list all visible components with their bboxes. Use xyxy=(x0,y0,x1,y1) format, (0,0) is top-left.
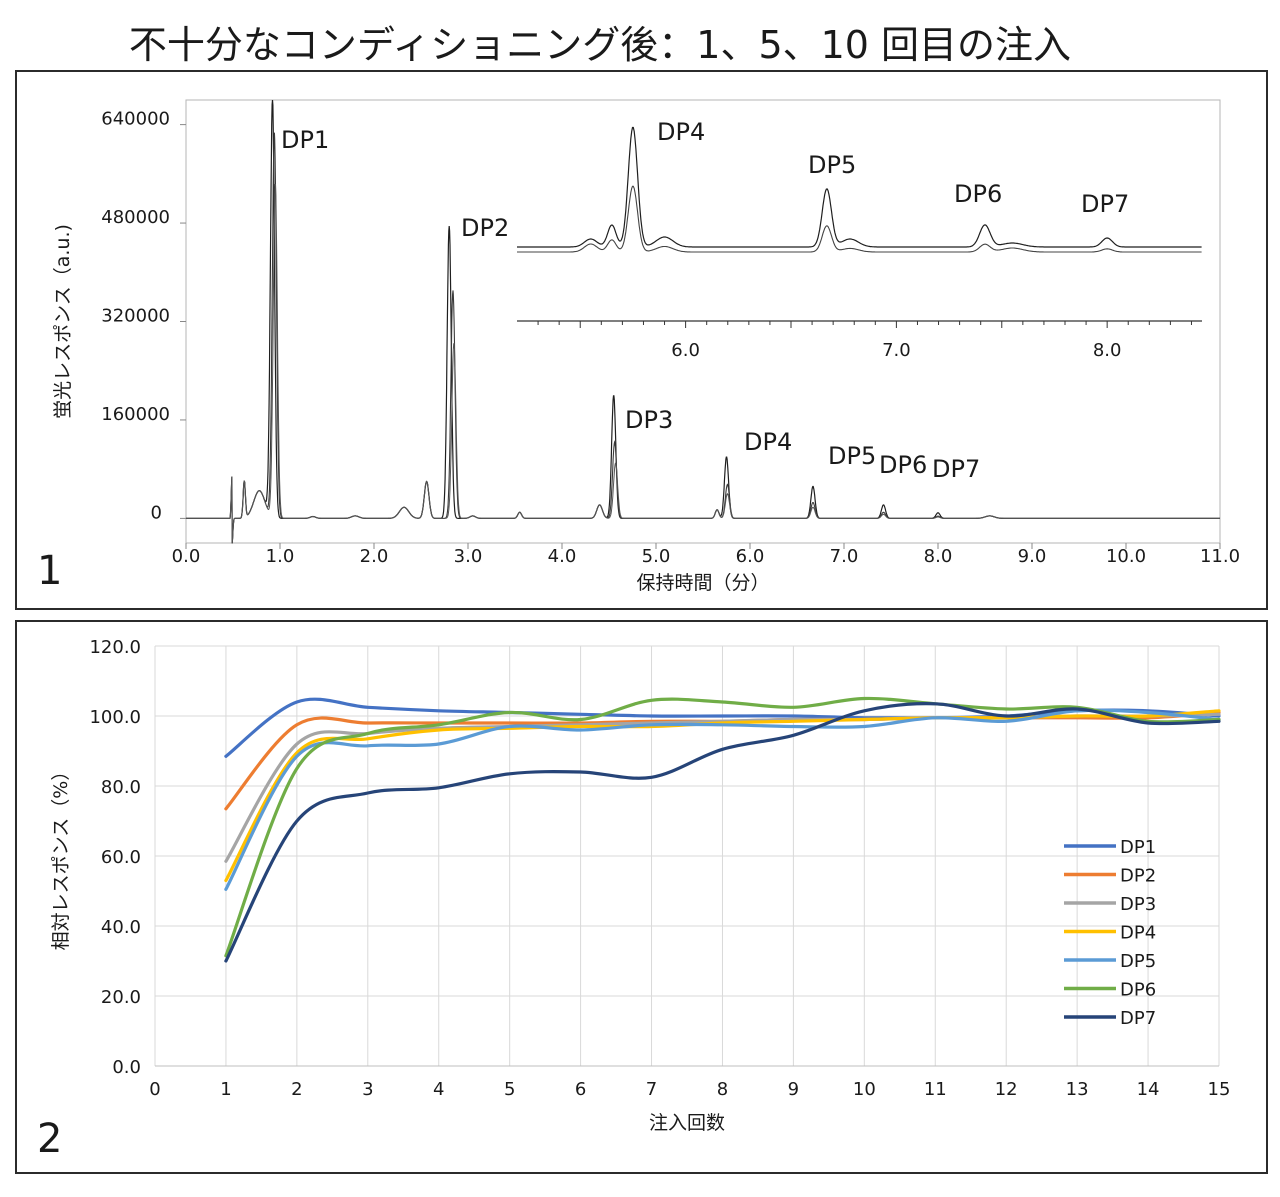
relative-response-chart: 0 1 2 3 4 5 6 7 8 9 10 11 12 13 14 150.020.040.060.080.… xyxy=(37,637,1231,1162)
x-tick-label: 11 xyxy=(924,1079,947,1100)
peak-label-dp1: DP1 xyxy=(281,126,329,154)
inset-x-tick-label: 8.0 xyxy=(1093,340,1122,361)
y-tick-label: 80.0 xyxy=(101,777,141,798)
trace-injection-5 xyxy=(186,132,1220,544)
x-tick-label: 1 xyxy=(220,1079,231,1100)
x-tick-label: 6 xyxy=(575,1079,586,1100)
x-tick-label: 6.0 xyxy=(736,546,765,567)
peak-label-dp7: DP7 xyxy=(932,455,980,483)
x-tick-label: 8.0 xyxy=(924,546,953,567)
x-tick-label: 11.0 xyxy=(1200,546,1240,567)
series-line-dp5 xyxy=(224,708,1221,891)
series-line-dp7 xyxy=(224,702,1221,963)
legend-label-dp4: DP4 xyxy=(1120,923,1156,944)
legend-label-dp1: DP1 xyxy=(1120,837,1156,858)
legend: DP1 DP2 DP3 DP4 DP5 DP6 DP7 xyxy=(1064,837,1156,1029)
inset-x-tick-label: 7.0 xyxy=(882,340,911,361)
x-tick-label: 3.0 xyxy=(454,546,483,567)
inset-peak-label-dp5: DP5 xyxy=(808,151,856,179)
y-tick-label: 120.0 xyxy=(89,637,141,658)
x-tick-label: 1.0 xyxy=(266,546,295,567)
peak-label-dp5: DP5 xyxy=(828,442,876,470)
inset-x-tick-label: 6.0 xyxy=(671,340,700,361)
y-tick-label: 60.0 xyxy=(101,847,141,868)
x-tick-label: 3 xyxy=(362,1079,373,1100)
legend-label-dp2: DP2 xyxy=(1120,866,1156,887)
x-tick-label: 15 xyxy=(1208,1079,1231,1100)
x-tick-label: 7.0 xyxy=(830,546,859,567)
chromatogram-panel: 0.0 1.0 2.0 3.0 4.0 5.0 6.0 7.0 8.0 9.0 10.0 11.0 0 1… xyxy=(15,70,1268,610)
legend-label-dp6: DP6 xyxy=(1120,980,1156,1001)
inset-trace-injection-10 xyxy=(517,126,1202,248)
peak-label-dp4: DP4 xyxy=(744,428,792,456)
x-tick-label: 2 xyxy=(291,1079,302,1100)
inset-peak-label-dp7: DP7 xyxy=(1081,190,1129,218)
chromatogram-chart: 0.0 1.0 2.0 3.0 4.0 5.0 6.0 7.0 8.0 9.0 10.0 11.0 0 1… xyxy=(37,99,1240,594)
y-tick-label: 20.0 xyxy=(101,987,141,1008)
main-title: 不十分なコンディショニング後：1、5、10 回目の注入 xyxy=(128,23,1072,67)
legend-label-dp7: DP7 xyxy=(1120,1008,1156,1029)
x-axis-label: 保持時間（分） xyxy=(636,572,769,594)
x-tick-label: 5 xyxy=(504,1079,515,1100)
peak-label-dp6: DP6 xyxy=(879,451,927,479)
y-tick-label: 480000 xyxy=(101,207,170,228)
y-tick-label: 0 xyxy=(151,502,162,523)
inset-peak-label-dp6: DP6 xyxy=(954,180,1002,208)
x-tick-label: 12 xyxy=(995,1079,1018,1100)
legend-label-dp5: DP5 xyxy=(1120,951,1156,972)
x-tick-label: 0 xyxy=(149,1079,160,1100)
trace-injection-1 xyxy=(186,183,1220,544)
peak-label-dp2: DP2 xyxy=(461,214,509,242)
y-tick-label: 160000 xyxy=(101,404,170,425)
x-tick-label: 14 xyxy=(1137,1079,1160,1100)
inset-trace-injection-1 xyxy=(517,185,1202,253)
x-tick-label: 9 xyxy=(788,1079,799,1100)
relative-response-panel: 0 1 2 3 4 5 6 7 8 9 10 11 12 13 14 15 0.0 20.0 40.0 60.0 80.… xyxy=(15,620,1268,1174)
x-tick-label: 4.0 xyxy=(548,546,577,567)
x-tick-label: 10 xyxy=(853,1079,876,1100)
x-tick-label: 13 xyxy=(1066,1079,1089,1100)
inset-peak-label-dp4: DP4 xyxy=(657,118,705,146)
x-tick-label: 5.0 xyxy=(642,546,671,567)
series-line-dp6 xyxy=(224,696,1221,958)
panel-number: 1 xyxy=(37,548,62,594)
legend-label-dp3: DP3 xyxy=(1120,894,1156,915)
y-tick-label: 640000 xyxy=(101,109,170,130)
x-tick-label: 2.0 xyxy=(360,546,389,567)
peak-label-dp3: DP3 xyxy=(625,406,673,434)
y-axis-label: 相対レスポンス（%） xyxy=(50,762,72,951)
y-axis-label: 蛍光レスポンス（a.u.) xyxy=(52,224,74,419)
x-tick-label: 8 xyxy=(717,1079,728,1100)
x-tick-label: 7 xyxy=(646,1079,657,1100)
y-tick-label: 100.0 xyxy=(89,707,141,728)
x-tick-label: 9.0 xyxy=(1018,546,1047,567)
x-axis-label: 注入回数 xyxy=(649,1112,725,1134)
y-tick-label: 0.0 xyxy=(112,1057,141,1078)
x-tick-label: 4 xyxy=(433,1079,444,1100)
y-tick-label: 40.0 xyxy=(101,917,141,938)
x-tick-label: 0.0 xyxy=(172,546,201,567)
panel-number: 2 xyxy=(37,1116,62,1162)
x-tick-label: 10.0 xyxy=(1106,546,1146,567)
y-tick-label: 320000 xyxy=(101,306,170,327)
